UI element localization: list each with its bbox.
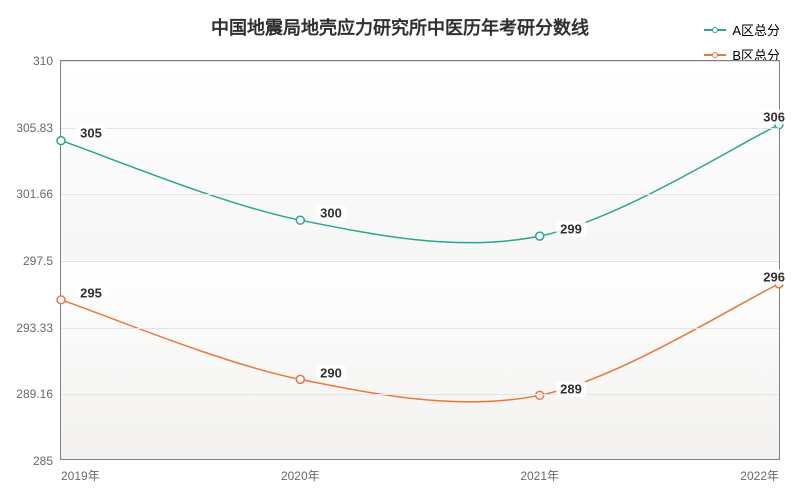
series-line	[61, 125, 779, 243]
grid-line	[61, 394, 779, 395]
x-axis-label: 2020年	[281, 467, 320, 484]
chart-container: 中国地震局地壳应力研究所中医历年考研分数线 A区总分 B区总分 285289.1…	[0, 0, 800, 500]
grid-line	[61, 194, 779, 195]
data-label: 295	[76, 286, 106, 301]
y-axis-label: 305.83	[16, 121, 53, 135]
data-label: 289	[556, 382, 586, 397]
data-label: 306	[759, 110, 789, 125]
legend-item-a: A区总分	[704, 20, 780, 39]
data-marker	[296, 375, 304, 383]
data-label: 296	[759, 270, 789, 285]
y-axis-label: 289.16	[16, 387, 53, 401]
chart-title: 中国地震局地壳应力研究所中医历年考研分数线	[0, 14, 800, 40]
data-marker	[57, 137, 65, 145]
legend-label-a: A区总分	[732, 20, 780, 39]
x-axis-label: 2019年	[61, 467, 100, 484]
legend-swatch-b	[704, 54, 726, 56]
data-label: 290	[316, 366, 346, 381]
y-axis-label: 293.33	[16, 321, 53, 335]
x-axis-label: 2022年	[740, 467, 779, 484]
grid-line	[61, 128, 779, 129]
data-label: 300	[316, 206, 346, 221]
data-marker	[296, 216, 304, 224]
line-layer	[61, 61, 779, 459]
y-axis-label: 285	[33, 454, 53, 468]
x-axis-label: 2021年	[520, 467, 559, 484]
data-label: 299	[556, 222, 586, 237]
data-marker	[536, 232, 544, 240]
grid-line	[61, 328, 779, 329]
plot-area: 285289.16293.33297.5301.66305.833102019年…	[60, 60, 780, 460]
y-axis-label: 310	[33, 54, 53, 68]
series-line	[61, 284, 779, 402]
grid-line	[61, 61, 779, 62]
y-axis-label: 297.5	[23, 254, 53, 268]
data-label: 305	[76, 126, 106, 141]
grid-line	[61, 261, 779, 262]
legend-swatch-a	[704, 29, 726, 31]
data-marker	[57, 296, 65, 304]
y-axis-label: 301.66	[16, 187, 53, 201]
